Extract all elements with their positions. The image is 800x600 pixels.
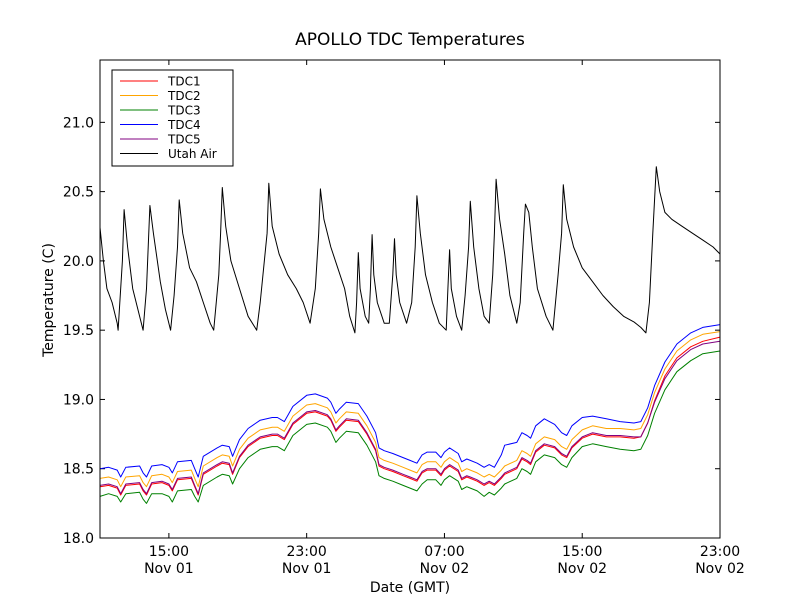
y-tick-label: 19.5: [63, 323, 94, 339]
legend-label-utah-air: Utah Air: [168, 147, 217, 161]
y-tick-label: 20.0: [63, 254, 94, 270]
x-tick-label-date: Nov 02: [695, 561, 745, 577]
series-line-tdc1: [99, 336, 721, 496]
x-tick-label-date: Nov 01: [282, 561, 332, 577]
x-tick-label-time: 23:00: [700, 544, 740, 560]
x-tick-label-time: 15:00: [149, 544, 189, 560]
y-tick-label: 18.5: [63, 462, 94, 478]
legend-label-tdc2: TDC2: [167, 89, 201, 103]
y-tick-label: 21.0: [63, 115, 94, 131]
series-line-tdc4: [99, 324, 721, 478]
legend-label-tdc5: TDC5: [167, 133, 201, 147]
legend-label-tdc3: TDC3: [167, 104, 201, 118]
x-axis-label: Date (GMT): [370, 580, 450, 596]
legend-box: [111, 69, 234, 167]
y-tick-label: 18.0: [63, 531, 94, 547]
legend-label-tdc1: TDC1: [167, 75, 201, 89]
plot-series: [99, 166, 721, 504]
y-axis-label: Temperature (C): [41, 243, 57, 358]
plot-frame: [99, 59, 721, 539]
x-tick-label-time: 23:00: [286, 544, 326, 560]
y-tick-label: 20.5: [63, 185, 94, 201]
legend-label-tdc4: TDC4: [167, 118, 201, 132]
x-tick-label-date: Nov 02: [557, 561, 607, 577]
chart-title: APOLLO TDC Temperatures: [295, 30, 525, 50]
series-line-tdc2: [99, 331, 721, 488]
x-tick-label-date: Nov 01: [144, 561, 194, 577]
x-tick-label-time: 15:00: [562, 544, 602, 560]
series-line-tdc3: [99, 350, 721, 504]
series-line-utah-air: [99, 166, 721, 334]
x-tick-label-date: Nov 02: [420, 561, 470, 577]
x-tick-label-time: 07:00: [424, 544, 464, 560]
y-tick-label: 19.0: [63, 392, 94, 408]
series-line-tdc5: [99, 340, 721, 495]
